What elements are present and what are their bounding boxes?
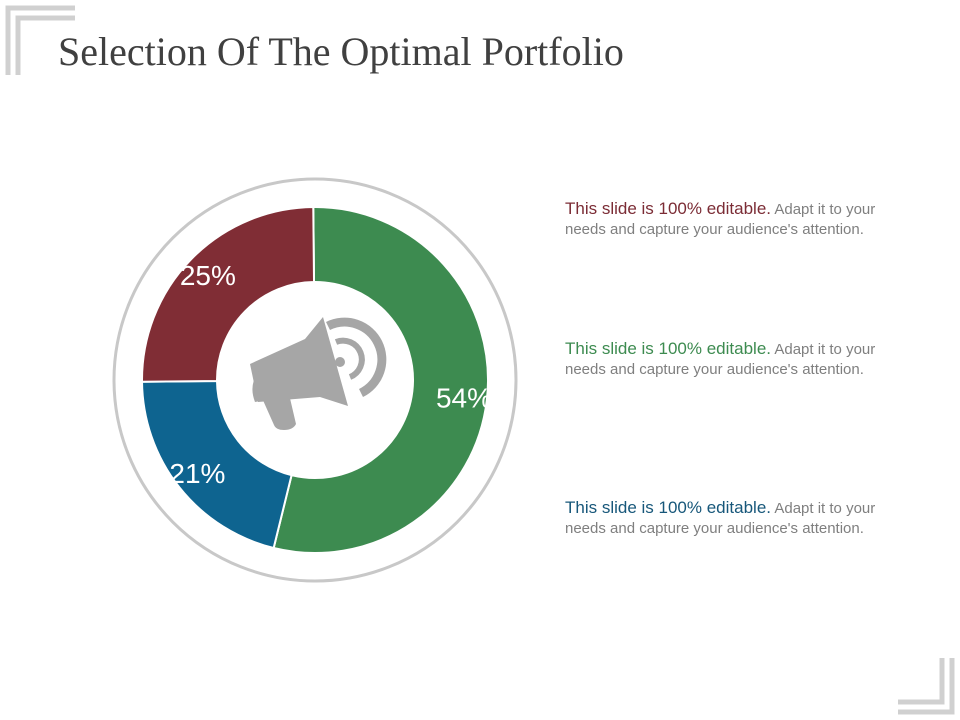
- note-3: This slide is 100% editable. Adapt it to…: [565, 498, 895, 539]
- note-1-body: Adapt it to your needs and capture your …: [565, 201, 876, 238]
- note-1-lead: This slide is 100% editable.: [565, 199, 772, 218]
- note-2-body: Adapt it to your needs and capture your …: [565, 341, 876, 378]
- slice-label-3: 25%: [180, 260, 236, 291]
- slice-2: [140, 379, 293, 550]
- note-3-body: Adapt it to your needs and capture your …: [565, 500, 876, 537]
- page-title: Selection Of The Optimal Portfolio: [58, 29, 624, 74]
- slice-label-1: 54%: [436, 382, 492, 413]
- slice-1: [272, 206, 489, 554]
- megaphone-icon: [250, 317, 387, 430]
- outer-ring: [112, 177, 518, 583]
- note-2-lead: This slide is 100% editable.: [565, 339, 772, 358]
- slice-label-2: 21%: [169, 458, 225, 489]
- donut-chart: 54% 21% 25%: [112, 177, 518, 583]
- top-left-corner-decoration: [5, 5, 75, 75]
- note-3-lead: This slide is 100% editable.: [565, 498, 772, 517]
- slice-3: [141, 205, 316, 383]
- bottom-right-corner-decoration: [898, 658, 955, 715]
- note-2: This slide is 100% editable. Adapt it to…: [565, 339, 895, 380]
- note-1: This slide is 100% editable. Adapt it to…: [565, 199, 895, 240]
